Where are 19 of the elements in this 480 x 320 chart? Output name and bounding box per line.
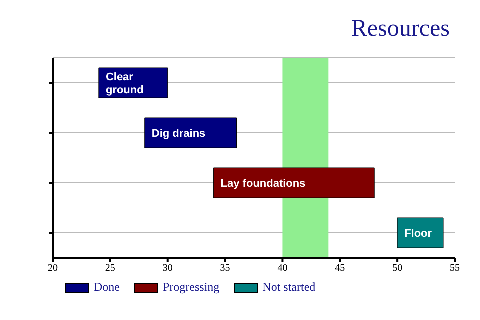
data-label: Dig drains — [152, 128, 206, 140]
x-tick-label: 25 — [105, 263, 116, 274]
x-tick-label: 30 — [162, 263, 173, 274]
x-tick-label: 55 — [450, 263, 460, 274]
legend-label: Not started — [262, 280, 316, 295]
bar — [214, 168, 375, 198]
x-tick-label: 45 — [335, 263, 346, 274]
data-label: Floor — [404, 228, 433, 240]
data-label: Lay foundations — [220, 178, 306, 190]
legend-label: Progressing — [163, 280, 220, 295]
bar — [397, 218, 444, 248]
x-tick-label: 35 — [220, 263, 230, 274]
x-tick-label: 50 — [392, 263, 403, 274]
data-label: Clear ground — [106, 72, 144, 96]
x-tick-label: 20 — [48, 263, 58, 274]
bar — [144, 118, 238, 148]
x-tick-label: 40 — [278, 263, 288, 274]
legend-label: Done — [94, 280, 120, 295]
chart-title: Resources — [351, 16, 450, 43]
